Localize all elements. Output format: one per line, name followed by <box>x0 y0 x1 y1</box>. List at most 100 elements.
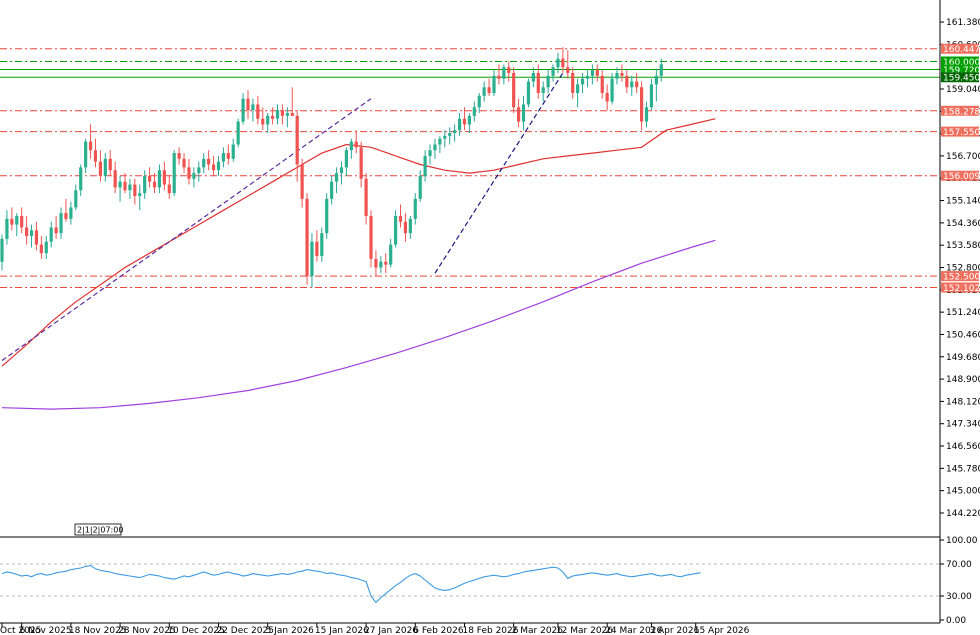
level-label: 157.550 <box>943 128 980 138</box>
candle-body <box>384 261 388 265</box>
candle-body <box>403 221 408 234</box>
candle-body <box>290 113 294 116</box>
candle-body <box>167 184 171 194</box>
candle-body <box>649 84 654 108</box>
candle-body <box>566 67 570 73</box>
candle-body <box>546 75 550 88</box>
candle-body <box>216 161 221 171</box>
candle-body <box>487 87 491 93</box>
candle-body <box>74 190 78 208</box>
oscillator-panel <box>0 563 940 604</box>
level-label-box <box>941 282 979 293</box>
candle-body <box>0 238 4 262</box>
candle-body <box>79 167 83 191</box>
candle-body <box>571 72 575 93</box>
candle-body <box>246 98 250 111</box>
level-label: 152.102 <box>943 284 980 294</box>
price-tick-label: 161.380 <box>946 18 980 28</box>
oscillator-tick-label: 30.00 <box>946 592 972 602</box>
candle-body <box>84 141 88 168</box>
candle-body <box>211 164 216 171</box>
candlesticks <box>0 47 663 288</box>
candle-body <box>369 216 373 259</box>
candle-body <box>261 118 265 125</box>
price-tick-label: 145.000 <box>946 487 980 497</box>
price-tick-label: 153.580 <box>946 241 980 251</box>
candle-body <box>536 72 540 93</box>
candle-body <box>644 107 649 122</box>
candle-body <box>477 95 481 108</box>
candle-body <box>453 130 457 134</box>
candle-body <box>526 81 531 105</box>
date-tick-label: 24 Mar 2026 <box>605 626 662 635</box>
candle-body <box>325 198 329 234</box>
date-tick-label: 27 Jan 2026 <box>364 626 418 635</box>
level-label: 158.278 <box>943 107 980 117</box>
candle-body <box>394 216 398 245</box>
date-tick-label: 3 Apr 2026 <box>649 626 699 635</box>
oscillator-tick-label: 100.00 <box>946 536 978 546</box>
price-tick-label: 145.780 <box>946 464 980 474</box>
candle-body <box>512 72 516 108</box>
candle-body <box>398 216 403 222</box>
candle-body <box>34 230 39 245</box>
candle-body <box>320 233 324 257</box>
candle-body <box>443 135 447 139</box>
candle-body <box>103 158 107 176</box>
candle-body <box>157 170 162 188</box>
candle-body <box>561 58 565 68</box>
candle-body <box>482 87 486 96</box>
date-tick-label: 2 Mar 2026 <box>512 626 564 635</box>
candle-body <box>275 110 280 119</box>
candle-body <box>202 158 206 168</box>
candle-body <box>271 115 275 119</box>
candle-body <box>148 175 152 182</box>
level-label: 152.500 <box>943 273 980 283</box>
candle-body <box>467 115 471 125</box>
candle-body <box>143 175 147 194</box>
level-label-box <box>941 271 979 282</box>
candle-body <box>531 72 535 82</box>
candle-body <box>162 170 166 185</box>
price-tick-label: 155.140 <box>946 197 980 207</box>
candle-body <box>108 158 112 171</box>
trend-line <box>1 98 372 361</box>
candle-body <box>585 75 590 79</box>
candle-body <box>457 118 462 131</box>
date-tick-label: Oct 2025 <box>0 626 41 635</box>
moving-averages <box>1 118 716 410</box>
chart-frame <box>0 0 941 624</box>
candle-body <box>44 241 48 254</box>
candle-body <box>472 107 476 116</box>
date-tick-label: 5 Jan 2026 <box>266 626 314 635</box>
level-label: 160.000 <box>943 58 980 68</box>
candle-body <box>462 118 467 125</box>
candle-body <box>507 67 511 73</box>
candle-body <box>408 218 412 234</box>
candle-body <box>610 78 614 102</box>
date-tick-label: 22 Dec 2025 <box>216 626 273 635</box>
candle-body <box>418 175 422 199</box>
candle-body <box>541 87 545 93</box>
candle-body <box>285 113 289 116</box>
candle-body <box>521 104 526 122</box>
candle-body <box>349 141 353 151</box>
candle-body <box>413 198 417 219</box>
candle-body <box>620 72 624 76</box>
candle-body <box>433 144 437 151</box>
level-label-box <box>941 126 979 137</box>
candle-body <box>438 138 442 145</box>
candle-body <box>25 227 29 237</box>
candle-body <box>310 241 314 277</box>
candle-body <box>226 153 230 159</box>
price-tick-label: 156.700 <box>946 152 980 162</box>
level-label: 159.720 <box>943 66 980 76</box>
oscillator-line <box>1 565 701 604</box>
candle-body <box>93 150 98 162</box>
candle-body <box>339 167 344 174</box>
candle-body <box>330 181 334 199</box>
candle-body <box>635 81 639 88</box>
candle-body <box>374 258 378 268</box>
